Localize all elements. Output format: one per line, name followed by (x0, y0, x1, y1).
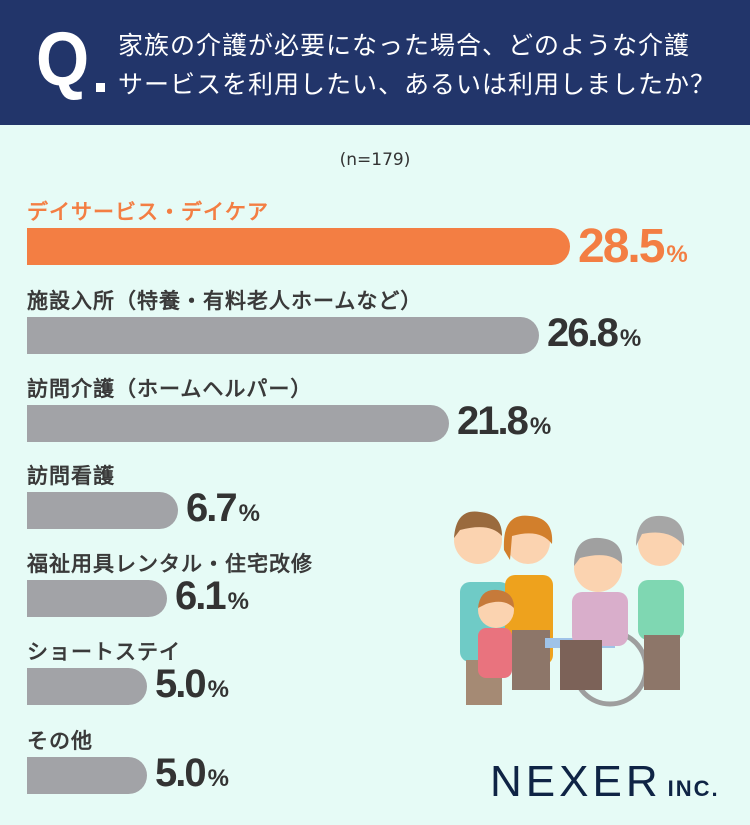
family-illustration (454, 511, 685, 707)
category-label: 訪問看護 (27, 464, 115, 488)
question-line-1: 家族の介護が必要になった場合、どのような介護 (118, 31, 691, 60)
value-label: 5.0% (155, 662, 229, 707)
category-label: 訪問介護（ホームヘルパー） (27, 377, 313, 401)
percent-sign: % (529, 413, 552, 440)
logo-name: NEXER (490, 757, 662, 806)
bar (27, 757, 147, 794)
bar (27, 580, 167, 617)
bar (27, 317, 539, 354)
percent-sign: % (238, 500, 260, 527)
q-dot (96, 83, 105, 92)
value-number: 21.8 (457, 399, 529, 443)
value-number: 6.1 (175, 574, 227, 618)
value-number: 5.0 (155, 751, 207, 795)
percent-sign: % (227, 588, 249, 615)
bar (27, 405, 449, 442)
bar (27, 492, 178, 529)
value-label: 28.5% (578, 219, 688, 274)
value-number: 28.5 (578, 220, 665, 273)
value-label: 6.7% (186, 486, 260, 531)
question-line-2: サービスを利用したい、あるいは利用しましたか？ (118, 70, 717, 99)
sample-size: (n=179) (339, 150, 411, 170)
nexer-logo: NEXER INC. (490, 757, 720, 807)
q-mark: Q (36, 17, 90, 102)
value-number: 5.0 (155, 662, 207, 706)
percent-sign: % (666, 241, 688, 268)
bar (27, 668, 147, 705)
category-label: ショートステイ (27, 640, 181, 664)
value-label: 5.0% (155, 751, 229, 796)
question-header: Q 家族の介護が必要になった場合、どのような介護 サービスを利用したい、あるいは… (0, 0, 750, 125)
logo-suffix: INC. (667, 776, 720, 801)
value-number: 6.7 (186, 486, 238, 530)
category-label: その他 (27, 729, 93, 753)
value-number: 26.8 (547, 311, 619, 355)
percent-sign: % (207, 676, 229, 703)
value-label: 21.8% (457, 399, 551, 444)
bar (27, 228, 570, 265)
value-label: 6.1% (175, 574, 249, 619)
category-label: 施設入所（特養・有料老人ホームなど） (27, 289, 423, 313)
value-label: 26.8% (547, 311, 641, 356)
category-label: デイサービス・デイケア (27, 200, 269, 224)
category-label: 福祉用具レンタル・住宅改修 (27, 552, 313, 576)
percent-sign: % (207, 765, 229, 792)
percent-sign: % (619, 325, 642, 352)
